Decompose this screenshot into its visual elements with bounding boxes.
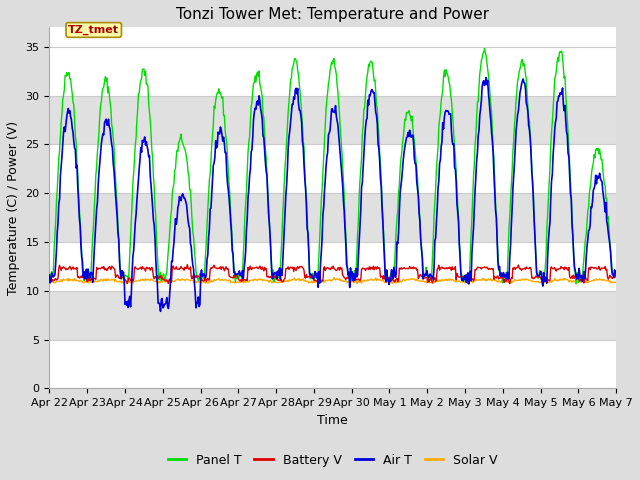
Legend: Panel T, Battery V, Air T, Solar V: Panel T, Battery V, Air T, Solar V xyxy=(163,449,503,472)
Bar xyxy=(49,339,616,388)
Bar xyxy=(49,47,616,96)
Bar xyxy=(49,193,616,242)
Bar xyxy=(49,96,616,144)
Bar xyxy=(49,291,616,339)
Text: TZ_tmet: TZ_tmet xyxy=(68,25,119,35)
Bar xyxy=(49,144,616,193)
Bar xyxy=(49,242,616,291)
Title: Tonzi Tower Met: Temperature and Power: Tonzi Tower Met: Temperature and Power xyxy=(176,7,490,22)
Y-axis label: Temperature (C) / Power (V): Temperature (C) / Power (V) xyxy=(7,121,20,295)
X-axis label: Time: Time xyxy=(317,414,348,427)
